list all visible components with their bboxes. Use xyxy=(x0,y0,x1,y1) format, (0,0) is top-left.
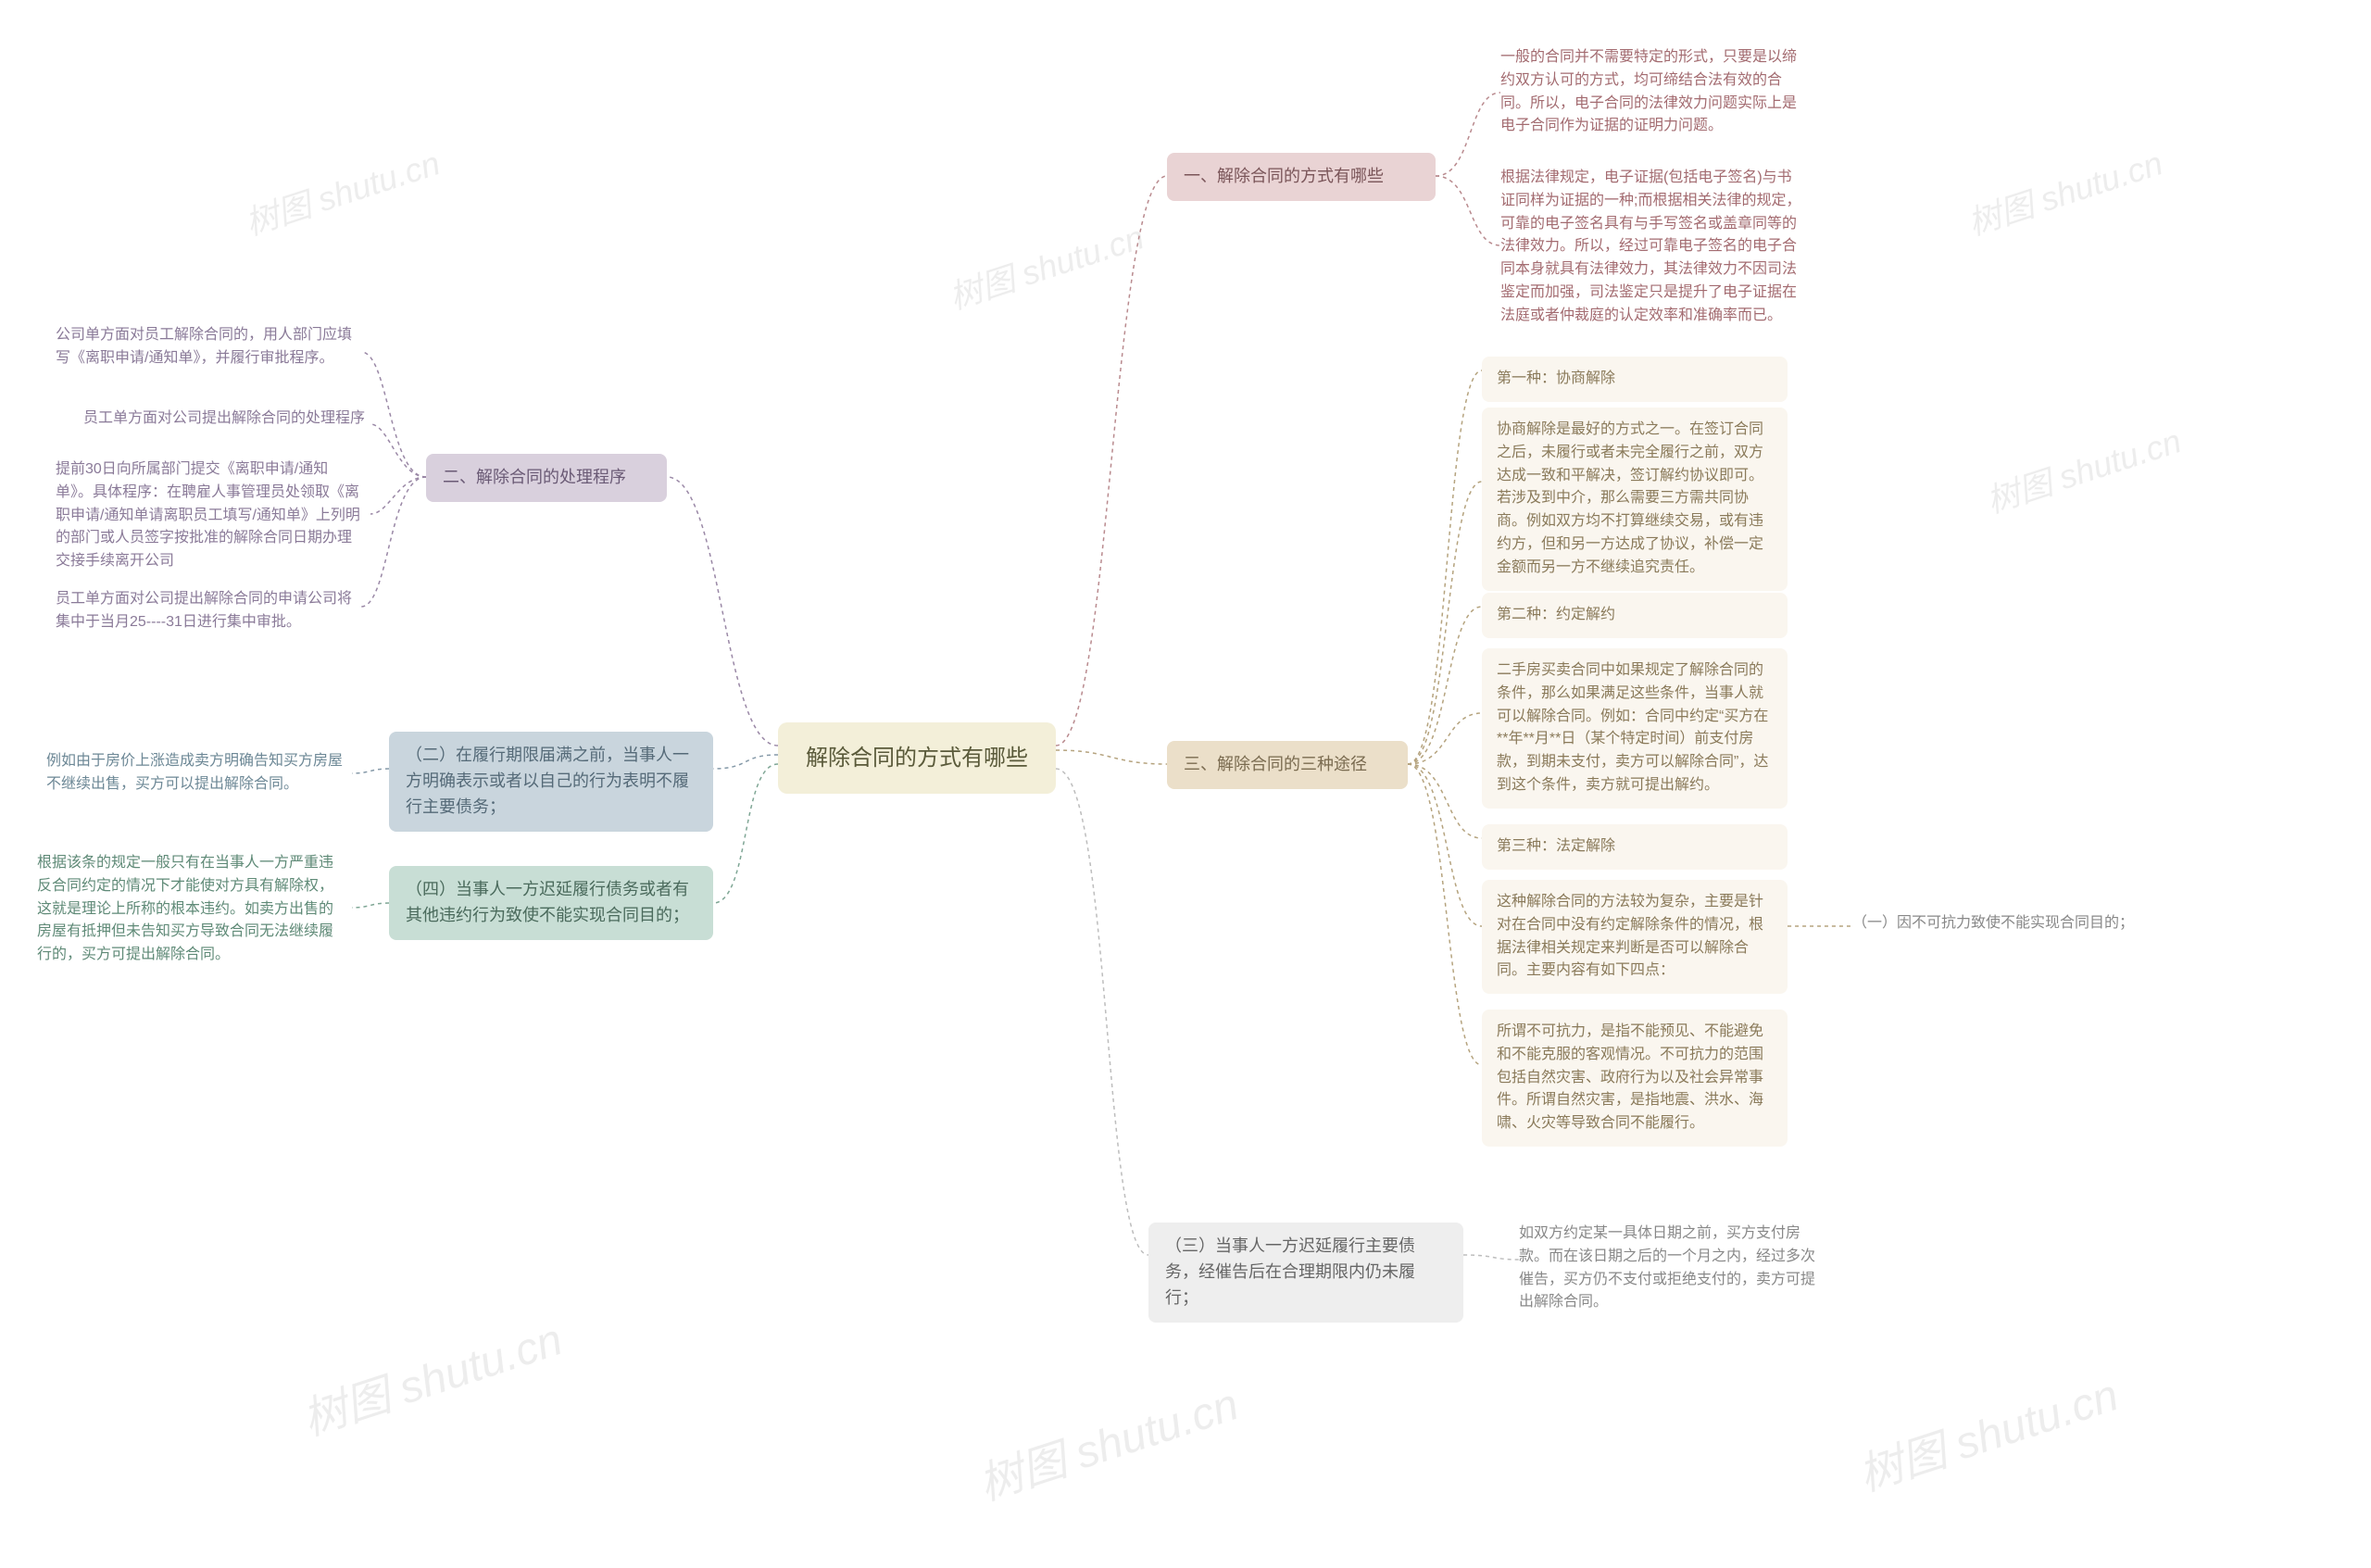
branch-6[interactable]: （三）当事人一方迟延履行主要债务，经催告后在合理期限内仍未履行； xyxy=(1148,1223,1463,1323)
watermark: 树图 shutu.cn xyxy=(1849,1359,2125,1503)
watermark: 树图 shutu.cn xyxy=(293,1303,569,1448)
branch-1-leaf-1: 根据法律规定，电子证据(包括电子签名)与书证同样为证据的一种;而根据相关法律的规… xyxy=(1500,167,1806,328)
branch-3-leaf-1: 协商解除是最好的方式之一。在签订合同之后，未履行或者未完全履行之前，双方达成一致… xyxy=(1482,408,1788,591)
watermark: 树图 shutu.cn xyxy=(942,211,1148,320)
branch-4[interactable]: （二）在履行期限届满之前，当事人一方明确表示或者以自己的行为表明不履行主要债务； xyxy=(389,732,713,832)
branch-3-leaf-4: 第三种：法定解除 xyxy=(1482,824,1788,870)
watermark: 树图 shutu.cn xyxy=(969,1368,1245,1512)
branch-3-leaf-2: 第二种：约定解约 xyxy=(1482,593,1788,638)
branch-3-leaf-5: 这种解除合同的方法较为复杂，主要是针对在合同中没有约定解除条件的情况，根据法律相… xyxy=(1482,880,1788,994)
branch-3-leaf-0: 第一种：协商解除 xyxy=(1482,357,1788,402)
watermark: 树图 shutu.cn xyxy=(1961,137,2167,245)
center-node[interactable]: 解除合同的方式有哪些 xyxy=(778,722,1056,794)
branch-5-leaf: 根据该条的规定一般只有在当事人一方严重违反合同约定的情况下才能使对方具有解除权，… xyxy=(37,852,343,967)
branch-2-leaf-0: 公司单方面对员工解除合同的，用人部门应填写《离职申请/通知单》，并履行审批程序。 xyxy=(56,324,361,370)
watermark: 树图 shutu.cn xyxy=(238,137,445,245)
branch-2[interactable]: 二、解除合同的处理程序 xyxy=(426,454,667,502)
watermark: 树图 shutu.cn xyxy=(1979,415,2186,523)
branch-3-extra: （一）因不可抗力致使不能实现合同目的； xyxy=(1852,912,2158,935)
branch-2-leaf-3: 员工单方面对公司提出解除合同的申请公司将集中于当月25----31日进行集中审批… xyxy=(56,588,361,634)
branch-2-leaf-2: 提前30日向所属部门提交《离职申请/通知单》。具体程序：在聘雇人事管理员处领取《… xyxy=(56,458,361,573)
branch-3[interactable]: 三、解除合同的三种途径 xyxy=(1167,741,1408,789)
branch-1[interactable]: 一、解除合同的方式有哪些 xyxy=(1167,153,1436,201)
branch-1-leaf-0: 一般的合同并不需要特定的形式，只要是以缔约双方认可的方式，均可缔结合法有效的合同… xyxy=(1500,46,1806,138)
branch-3-leaf-6: 所谓不可抗力，是指不能预见、不能避免和不能克服的客观情况。不可抗力的范围包括自然… xyxy=(1482,1010,1788,1147)
branch-2-leaf-1: 员工单方面对公司提出解除合同的处理程序 xyxy=(83,408,370,431)
branch-5[interactable]: （四）当事人一方迟延履行债务或者有其他违约行为致使不能实现合同目的； xyxy=(389,866,713,940)
branch-3-leaf-3: 二手房买卖合同中如果规定了解除合同的条件，那么如果满足这些条件，当事人就可以解除… xyxy=(1482,648,1788,809)
branch-6-leaf: 如双方约定某一具体日期之前，买方支付房款。而在该日期之后的一个月之内，经过多次催… xyxy=(1519,1223,1825,1314)
branch-4-leaf: 例如由于房价上涨造成卖方明确告知买方房屋不继续出售，买方可以提出解除合同。 xyxy=(46,750,352,797)
